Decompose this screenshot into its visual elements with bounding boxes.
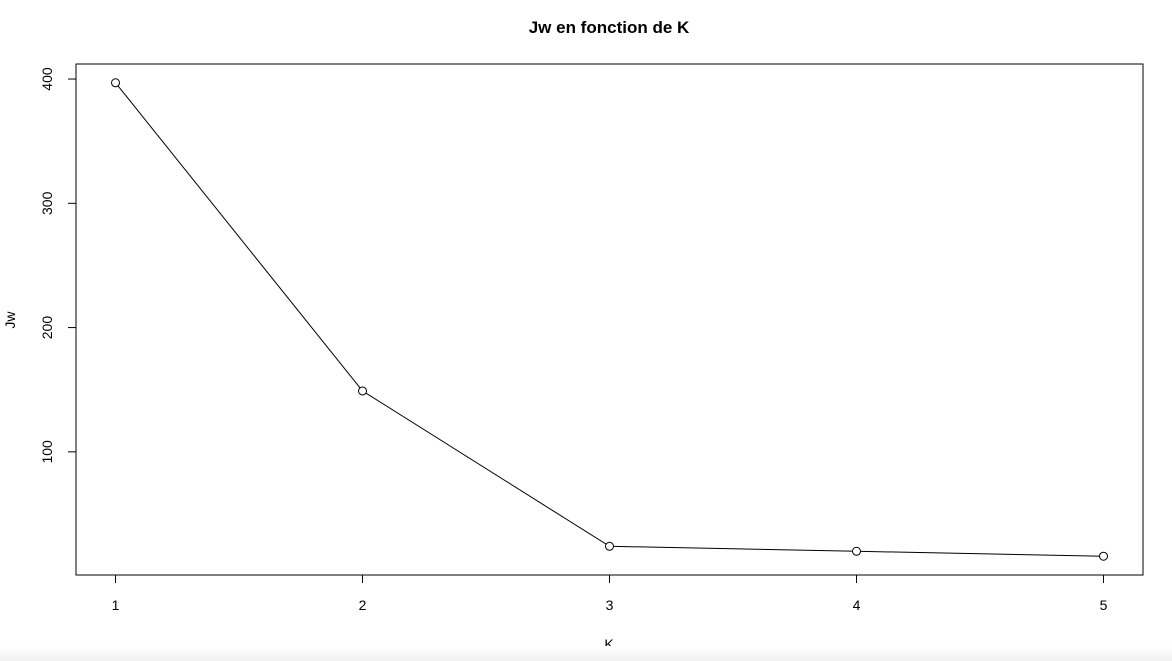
- x-axis: 1 2 3 4 5: [112, 574, 1108, 613]
- y-tick-label: 300: [39, 191, 55, 215]
- plot-frame: [75, 63, 1144, 576]
- y-tick-label: 400: [39, 67, 55, 91]
- y-axis: 100 200 300 400: [39, 67, 77, 464]
- y-tick-label: 100: [39, 440, 55, 464]
- x-tick-label: 3: [606, 597, 614, 613]
- x-tick-label: 2: [359, 597, 367, 613]
- series-layer: [111, 78, 1108, 561]
- line-chart: Jw en fonction de K 1 2 3 4 5 100 200 300 400 K…: [2, 18, 1144, 652]
- x-tick-label: 5: [1100, 597, 1108, 613]
- chart-title: Jw en fonction de K: [529, 18, 690, 37]
- y-tick-label: 200: [39, 316, 55, 340]
- data-point: [851, 546, 861, 556]
- data-point: [605, 541, 614, 551]
- x-tick-label: 4: [853, 597, 861, 613]
- data-point: [111, 78, 121, 88]
- data-point: [358, 386, 368, 396]
- x-tick-label: 1: [112, 597, 120, 613]
- data-point: [1098, 551, 1108, 561]
- series-line: [115, 82, 1104, 557]
- x-axis-label: K: [604, 636, 614, 646]
- y-axis-label: Jw: [2, 311, 18, 329]
- bottom-edge-shade: [0, 646, 1172, 661]
